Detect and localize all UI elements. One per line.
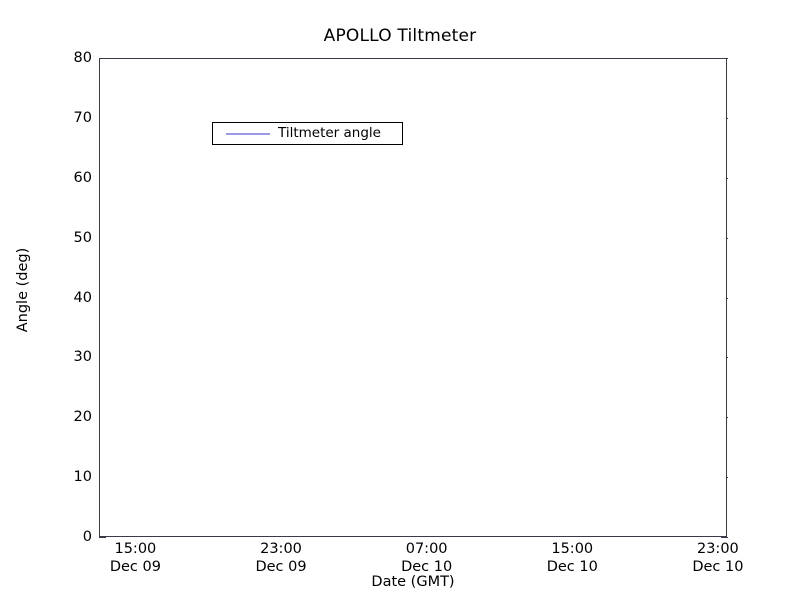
y-axis-tick-label: 40 [73,289,92,306]
x-axis-tick-label: 15:00 Dec 09 [109,541,161,575]
x-axis-label: Date (GMT) [371,574,455,590]
y-axis-tick-label: 70 [73,109,92,126]
y-axis-tick-label: 60 [73,169,92,186]
chart-title: APOLLO Tiltmeter [323,26,477,46]
legend: Tiltmeter angle [212,122,403,145]
y-axis-tick-label: 50 [73,229,92,246]
y-axis-tick-mark [99,537,106,538]
x-axis-tick-label: 23:00 Dec 09 [255,541,307,575]
y-axis-tick-label: 20 [73,409,92,426]
y-axis-tick-label: 0 [82,529,92,545]
plot-area: Tiltmeter angle [99,58,727,537]
x-axis-tick-label: 15:00 Dec 10 [546,541,598,575]
y-axis-tick-label: 30 [73,349,92,366]
plot-frame [99,58,727,537]
y-axis-tick-mark [721,537,728,538]
legend-line-sample [226,133,270,135]
x-axis-tick-label: 07:00 Dec 10 [401,541,453,575]
legend-label: Tiltmeter angle [278,125,381,141]
y-axis-tick-label: 10 [73,469,92,486]
y-axis-tick-label: 80 [73,50,92,66]
x-axis-tick-label: 23:00 Dec 10 [692,541,744,575]
